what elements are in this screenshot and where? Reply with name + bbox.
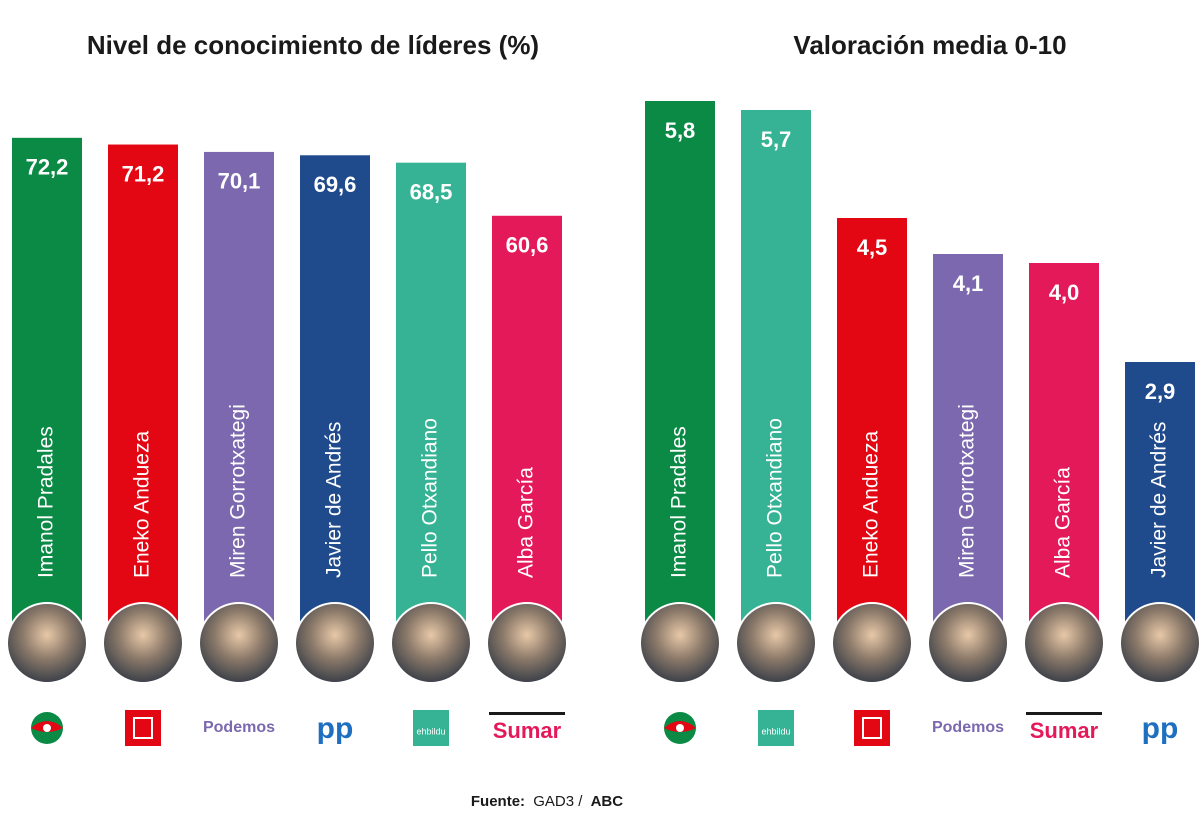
bar bbox=[396, 162, 466, 623]
category-label: Imanol Pradales bbox=[668, 426, 691, 578]
value-label: 71,2 bbox=[122, 161, 165, 186]
party-logo bbox=[413, 710, 449, 746]
category-label: Alba García bbox=[1052, 467, 1075, 578]
party-logo bbox=[125, 710, 161, 746]
party-logo-text: pp bbox=[1142, 712, 1179, 745]
party-logo bbox=[854, 710, 890, 746]
bar bbox=[300, 155, 370, 623]
bar bbox=[645, 101, 715, 623]
value-label: 70,1 bbox=[218, 169, 261, 194]
source-brand: ABC bbox=[591, 793, 624, 810]
value-label: 2,9 bbox=[1145, 379, 1176, 404]
bar bbox=[837, 218, 907, 623]
bar bbox=[741, 110, 811, 623]
source-text: GAD3 / bbox=[533, 793, 583, 810]
category-label: Javier de Andrés bbox=[1148, 422, 1171, 578]
bar bbox=[933, 254, 1003, 623]
category-label: Pello Otxandiano bbox=[419, 418, 442, 578]
category-label: Miren Gorrotxategi bbox=[227, 404, 250, 578]
source-label: Fuente: bbox=[471, 793, 525, 810]
party-logo-text: Sumar bbox=[1030, 718, 1099, 743]
source: Fuente: GAD3 / ABC bbox=[471, 793, 623, 810]
party-logo bbox=[758, 710, 794, 746]
portrait bbox=[735, 602, 817, 684]
value-label: 5,8 bbox=[665, 118, 696, 143]
bar bbox=[108, 144, 178, 623]
party-logo-text: Podemos bbox=[932, 719, 1004, 736]
value-label: 4,1 bbox=[953, 271, 984, 296]
value-label: 5,7 bbox=[761, 127, 792, 152]
portrait bbox=[102, 602, 184, 684]
portrait bbox=[6, 602, 88, 684]
party-logo bbox=[862, 717, 882, 739]
party-logo-text: ehbildu bbox=[761, 726, 790, 736]
bar bbox=[12, 137, 82, 624]
category-label: Miren Gorrotxategi bbox=[956, 404, 979, 578]
portrait bbox=[198, 602, 280, 684]
chart-title: Nivel de conocimiento de líderes (%) bbox=[87, 30, 539, 60]
category-label: Alba García bbox=[515, 467, 538, 578]
party-logo bbox=[133, 717, 153, 739]
portrait bbox=[294, 602, 376, 684]
category-label: Imanol Pradales bbox=[35, 426, 58, 578]
value-label: 68,5 bbox=[410, 179, 453, 204]
bar bbox=[492, 215, 562, 623]
party-logo bbox=[676, 724, 684, 732]
category-label: Eneko Andueza bbox=[131, 431, 154, 578]
category-label: Pello Otxandiano bbox=[764, 418, 787, 578]
portrait bbox=[639, 602, 721, 684]
value-label: 4,5 bbox=[857, 235, 888, 260]
portrait bbox=[1023, 602, 1105, 684]
party-logo bbox=[489, 712, 565, 715]
party-logo-text: pp bbox=[317, 712, 354, 745]
portrait bbox=[486, 602, 568, 684]
value-label: 4,0 bbox=[1049, 280, 1080, 305]
bar bbox=[1029, 263, 1099, 623]
chart-title: Valoración media 0-10 bbox=[793, 30, 1066, 60]
party-logo-text: Podemos bbox=[203, 719, 275, 736]
portrait bbox=[831, 602, 913, 684]
portrait bbox=[390, 602, 472, 684]
bar bbox=[1125, 362, 1195, 623]
portrait bbox=[1119, 602, 1200, 684]
party-logo-text: Sumar bbox=[493, 718, 562, 743]
portrait bbox=[927, 602, 1009, 684]
value-label: 69,6 bbox=[314, 172, 357, 197]
bar bbox=[204, 151, 274, 624]
value-label: 60,6 bbox=[506, 233, 549, 258]
party-logo bbox=[43, 724, 51, 732]
value-label: 72,2 bbox=[26, 155, 69, 180]
category-label: Javier de Andrés bbox=[323, 422, 346, 578]
party-logo-text: ehbildu bbox=[416, 726, 445, 736]
party-logo bbox=[1026, 712, 1102, 715]
category-label: Eneko Andueza bbox=[860, 431, 883, 578]
